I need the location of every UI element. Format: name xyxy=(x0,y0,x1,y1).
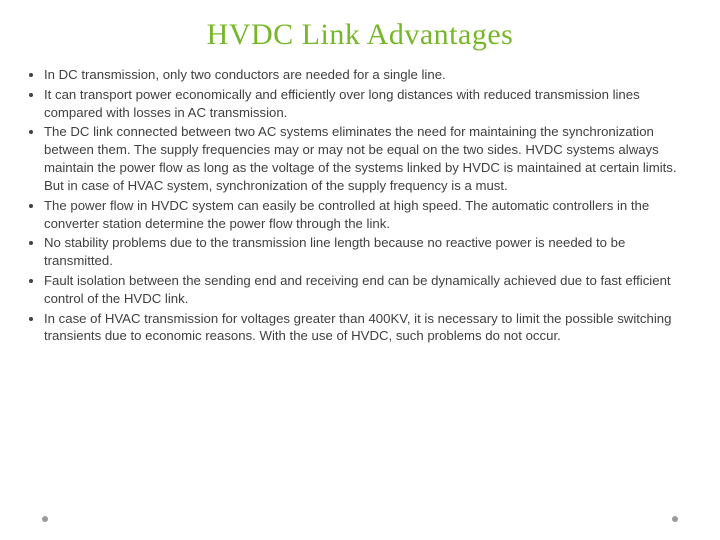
decor-dot-icon xyxy=(672,516,678,522)
bullet-list: In DC transmission, only two conductors … xyxy=(22,66,698,345)
decor-dot-icon xyxy=(42,516,48,522)
bullet-item: It can transport power economically and … xyxy=(44,86,694,122)
bullet-item: No stability problems due to the transmi… xyxy=(44,234,694,270)
bullet-item: The power flow in HVDC system can easily… xyxy=(44,197,694,233)
slide-title: HVDC Link Advantages xyxy=(22,18,698,52)
bullet-item: The DC link connected between two AC sys… xyxy=(44,123,694,194)
bullet-item: In DC transmission, only two conductors … xyxy=(44,66,694,84)
bullet-item: Fault isolation between the sending end … xyxy=(44,272,694,308)
bullet-item: In case of HVAC transmission for voltage… xyxy=(44,310,694,346)
slide-container: HVDC Link Advantages In DC transmission,… xyxy=(0,0,720,540)
